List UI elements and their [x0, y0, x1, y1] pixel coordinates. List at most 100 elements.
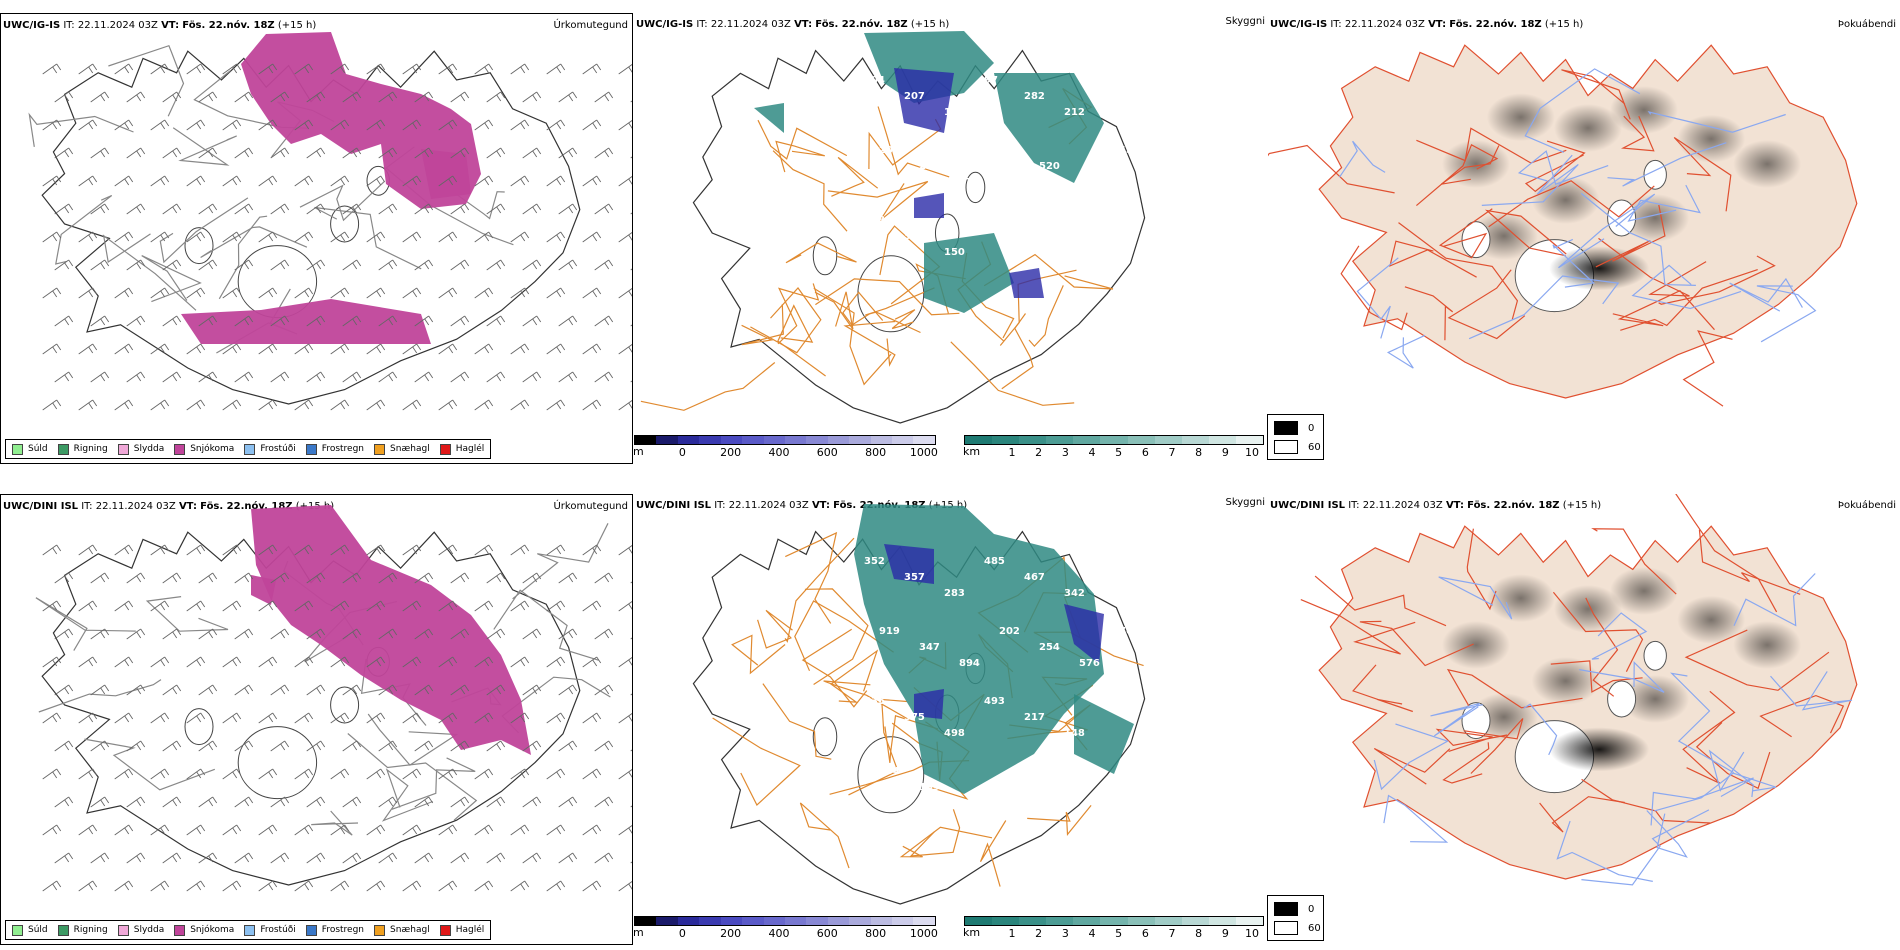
wind-barb: [342, 371, 362, 383]
road-line: [1552, 591, 1644, 672]
wind-barb: [402, 287, 422, 299]
wind-barb: [42, 343, 62, 355]
glacier-outline: [330, 686, 360, 724]
road-line: [1733, 573, 1816, 627]
glacier-outline: [184, 227, 214, 265]
cloud-base-colorbar: 0 200 400 600 800 1000 m: [634, 916, 938, 940]
wind-barb: [546, 175, 566, 187]
wind-barb: [186, 824, 206, 836]
road-line: [775, 140, 825, 173]
wind-barb: [450, 315, 470, 327]
colorbar-swatch: [827, 917, 850, 925]
cloud-base-label: 200: [879, 145, 900, 156]
cloud-base-label: 493: [984, 696, 1005, 707]
road-line: [1558, 193, 1656, 269]
wind-barb: [558, 572, 578, 584]
wind-barb: [306, 147, 326, 159]
road-line: [1524, 140, 1586, 193]
wind-barb: [42, 63, 62, 75]
model-name: UWC/IG-IS: [636, 19, 694, 30]
wind-barb: [42, 712, 62, 724]
wind-barb: [198, 796, 218, 808]
legend-item: Rigning: [57, 443, 108, 455]
wind-barb: [522, 684, 542, 696]
road-line: [1759, 694, 1845, 738]
road-line: [1356, 257, 1399, 339]
wind-barb: [558, 628, 578, 640]
cloud-base-label: 706: [984, 215, 1005, 226]
wind-barb: [438, 544, 458, 556]
wind-barb: [618, 343, 632, 355]
low-visibility-area: [924, 233, 1014, 313]
legend-swatch: [57, 924, 69, 936]
wind-barb: [510, 824, 530, 836]
road-line: [1481, 154, 1579, 206]
wind-barb: [270, 628, 290, 640]
cloud-base-label: 150: [944, 247, 965, 258]
colorbar-swatch: [1100, 436, 1128, 444]
wind-barb: [378, 315, 398, 327]
wind-barb: [630, 156, 632, 159]
road-line: [823, 680, 910, 721]
cloud-base-label: 835: [864, 696, 885, 707]
colorbar-swatch: [720, 917, 743, 925]
road-line: [777, 304, 826, 377]
road-line: [200, 226, 308, 259]
wind-barb: [234, 684, 254, 696]
wind-barb: [582, 600, 602, 612]
cloud-base-label: 498: [944, 728, 965, 739]
wind-barb: [162, 572, 182, 584]
wind-barb: [234, 796, 254, 808]
wind-barb: [150, 399, 170, 411]
cloud-base-label: 894: [959, 658, 980, 669]
wind-barb: [54, 572, 74, 584]
cloud-base-colorbar: 0 200 400 600 800 1000 m: [634, 435, 938, 459]
road-line: [311, 810, 359, 836]
colorbar-unit: km: [963, 445, 983, 458]
wind-barb: [558, 315, 578, 327]
wind-barb: [90, 147, 110, 159]
panel-type-label: Þokuábendi: [1837, 500, 1896, 511]
road-line: [1647, 111, 1786, 133]
road-line: [813, 287, 892, 386]
wind-barb: [114, 343, 134, 355]
colorbar-tick: 200: [720, 927, 742, 940]
wind-barb: [306, 371, 326, 383]
wind-barb: [270, 740, 290, 752]
colorbar-swatch: [1154, 436, 1182, 444]
road-line: [1673, 137, 1732, 212]
panel-header: UWC/IG-IS IT: 22.11.2024 03Z VT: Fös. 22…: [1270, 18, 1896, 32]
wind-barb: [330, 712, 350, 724]
wind-barb: [630, 805, 632, 808]
colorbar-tick: 0: [678, 446, 686, 459]
wind-barb: [414, 259, 434, 271]
wind-barb: [270, 147, 290, 159]
cloud-map: 352 357 283 485 467 342 286 919 347 894 202 254 576 7…: [692, 504, 1146, 905]
colorbar-swatch: [1181, 917, 1209, 925]
colorbar-tick: 5: [1115, 927, 1123, 940]
wind-barb: [42, 600, 62, 612]
colorbar-swatch: [1154, 917, 1182, 925]
legend-item: Frostregn: [305, 443, 364, 455]
wind-barb: [594, 852, 614, 864]
wind-barb: [618, 119, 632, 131]
legend-swatch: [12, 924, 23, 936]
wind-barb: [366, 63, 386, 75]
panel-type-label: Úrkomutegund: [553, 20, 628, 31]
wind-barb: [222, 119, 242, 131]
init-label: IT:: [81, 501, 93, 512]
colorbar-swatch: [892, 436, 914, 444]
wind-barb: [330, 231, 350, 243]
fog-shading: [1621, 194, 1690, 242]
wind-barb: [450, 91, 470, 103]
wind-barb: [54, 684, 74, 696]
panel-header: UWC/IG-IS IT: 22.11.2024 03Z VT: Fös. 22…: [636, 16, 1265, 32]
road-line: [1684, 629, 1830, 691]
wind-barb: [486, 572, 506, 584]
wind-barb: [474, 824, 494, 836]
low-visibility-area: [754, 103, 784, 133]
wind-barb: [258, 544, 278, 556]
wind-barb: [222, 824, 242, 836]
road-line: [1698, 529, 1801, 595]
wind-barb: [510, 600, 530, 612]
